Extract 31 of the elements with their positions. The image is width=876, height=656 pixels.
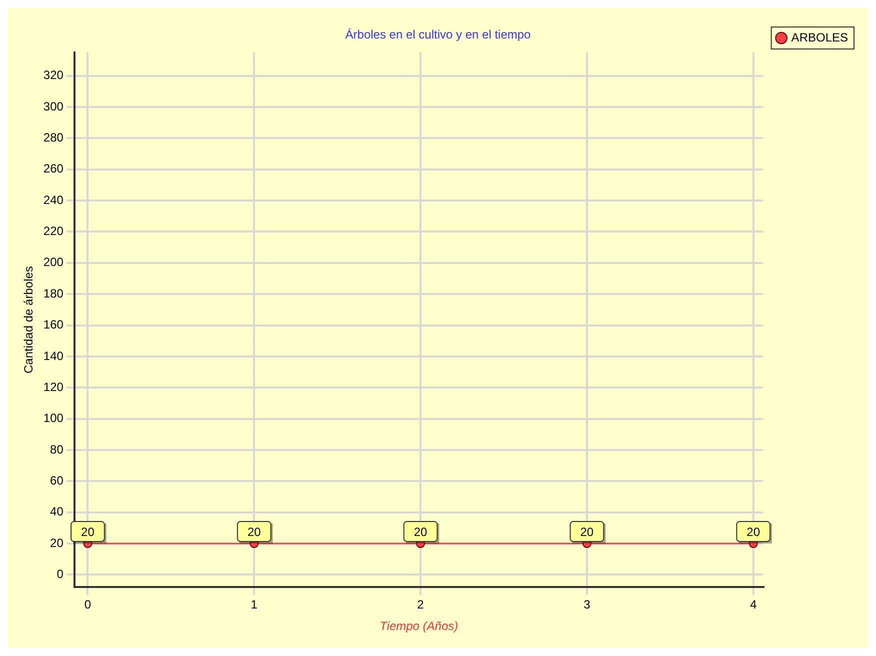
x-tick-label: 0 xyxy=(84,598,92,612)
data-label: 20 xyxy=(746,524,760,539)
x-axis-title: Tiempo (Años) xyxy=(380,619,458,634)
data-label: 20 xyxy=(247,524,262,539)
y-tick-label: 120 xyxy=(43,380,64,394)
y-tick-label: 240 xyxy=(43,192,64,207)
y-tick-label: 80 xyxy=(50,442,64,456)
data-label: 20 xyxy=(580,524,594,539)
y-tick-label: 200 xyxy=(43,255,64,270)
y-tick-label: 260 xyxy=(43,162,64,176)
x-tick-label: 3 xyxy=(584,598,591,612)
y-tick-label: 220 xyxy=(43,224,64,238)
y-tick-label: 0 xyxy=(56,567,64,582)
y-tick-label: 140 xyxy=(43,348,64,363)
x-tick-label: 2 xyxy=(417,598,424,612)
chart-title: Árboles en el cultivo y en el tiempo xyxy=(345,28,532,42)
y-tick-label: 60 xyxy=(50,473,64,488)
data-label: 20 xyxy=(81,524,95,539)
y-tick-label: 300 xyxy=(43,99,64,114)
y-tick-label: 180 xyxy=(43,286,64,300)
y-tick-label: 280 xyxy=(43,130,64,144)
y-axis-title: Cantidad de árboles xyxy=(22,266,36,374)
y-tick-label: 320 xyxy=(43,68,64,82)
y-tick-label: 20 xyxy=(50,536,64,550)
legend-label: ARBOLES xyxy=(791,30,848,44)
y-tick-label: 40 xyxy=(50,504,64,519)
y-tick-label: 160 xyxy=(43,318,64,332)
x-tick-label: 1 xyxy=(250,598,258,612)
x-tick-label: 4 xyxy=(750,598,757,612)
y-tick-label: 100 xyxy=(43,411,64,426)
data-label: 20 xyxy=(414,524,428,539)
